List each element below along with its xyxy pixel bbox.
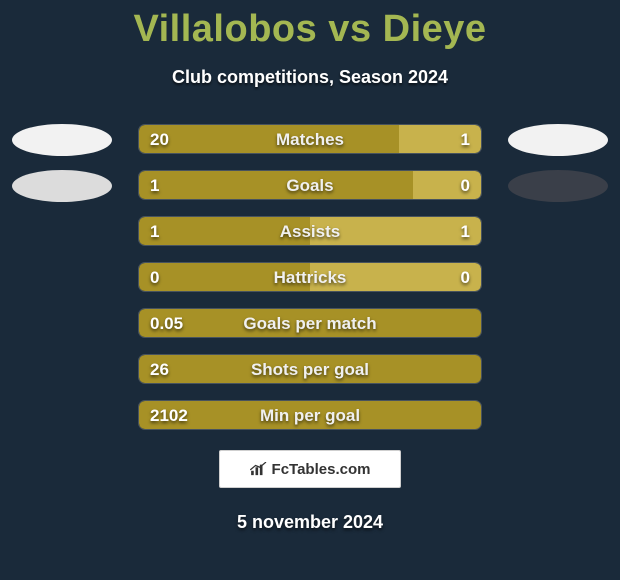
- stat-label: Goals per match: [138, 308, 482, 340]
- stat-label: Assists: [138, 216, 482, 248]
- date-label: 5 november 2024: [0, 512, 620, 533]
- stat-row: 20Matches1: [0, 124, 620, 156]
- stat-label: Hattricks: [138, 262, 482, 294]
- stat-label: Matches: [138, 124, 482, 156]
- page-title: Villalobos vs Dieye: [0, 0, 620, 51]
- value-right: 0: [461, 170, 470, 202]
- brand-text: FcTables.com: [272, 461, 371, 478]
- stat-row: 1Goals0: [0, 170, 620, 202]
- value-right: 0: [461, 262, 470, 294]
- stat-label: Goals: [138, 170, 482, 202]
- stat-row: 0Hattricks0: [0, 262, 620, 294]
- infographic-container: Villalobos vs Dieye Club competitions, S…: [0, 0, 620, 580]
- value-right: 1: [461, 124, 470, 156]
- subtitle: Club competitions, Season 2024: [0, 51, 620, 88]
- stat-label: Min per goal: [138, 400, 482, 432]
- brand-badge[interactable]: FcTables.com: [219, 450, 401, 488]
- team-left-logo: [12, 124, 112, 156]
- stat-row: 1Assists1: [0, 216, 620, 248]
- stat-row: 26Shots per goal: [0, 354, 620, 386]
- stat-row: 2102Min per goal: [0, 400, 620, 432]
- team-right-logo: [508, 124, 608, 156]
- team-left-logo: [12, 170, 112, 202]
- stat-label: Shots per goal: [138, 354, 482, 386]
- stat-row: 0.05Goals per match: [0, 308, 620, 340]
- value-right: 1: [461, 216, 470, 248]
- team-right-logo: [508, 170, 608, 202]
- brand-chart-icon: [250, 462, 268, 476]
- stat-rows: 20Matches11Goals01Assists10Hattricks00.0…: [0, 124, 620, 432]
